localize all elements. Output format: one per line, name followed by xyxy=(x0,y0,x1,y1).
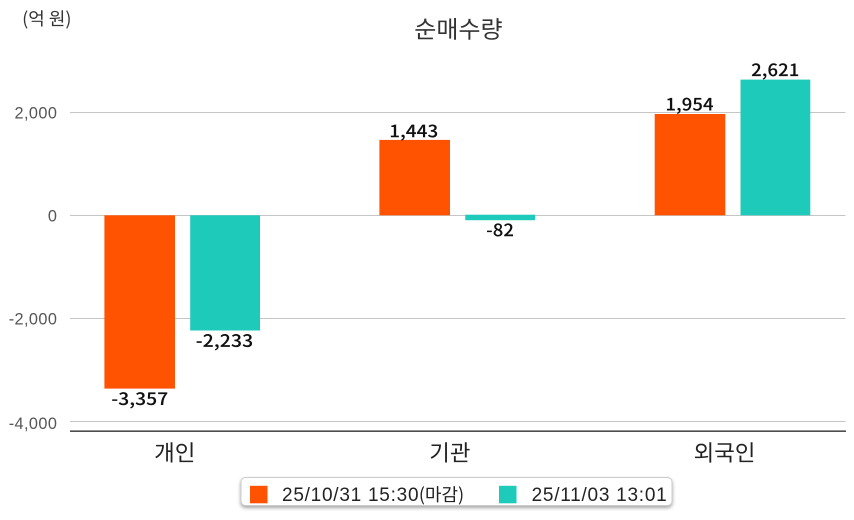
svg-text:25/11/03 13:01: 25/11/03 13:01 xyxy=(532,485,668,506)
svg-text:-4,000: -4,000 xyxy=(9,415,58,433)
svg-text:-2,000: -2,000 xyxy=(9,311,58,329)
svg-text:0: 0 xyxy=(48,208,57,226)
svg-text:25/10/31 15:30: 25/10/31 15:30 xyxy=(282,485,419,506)
svg-text:2,000: 2,000 xyxy=(15,104,58,122)
